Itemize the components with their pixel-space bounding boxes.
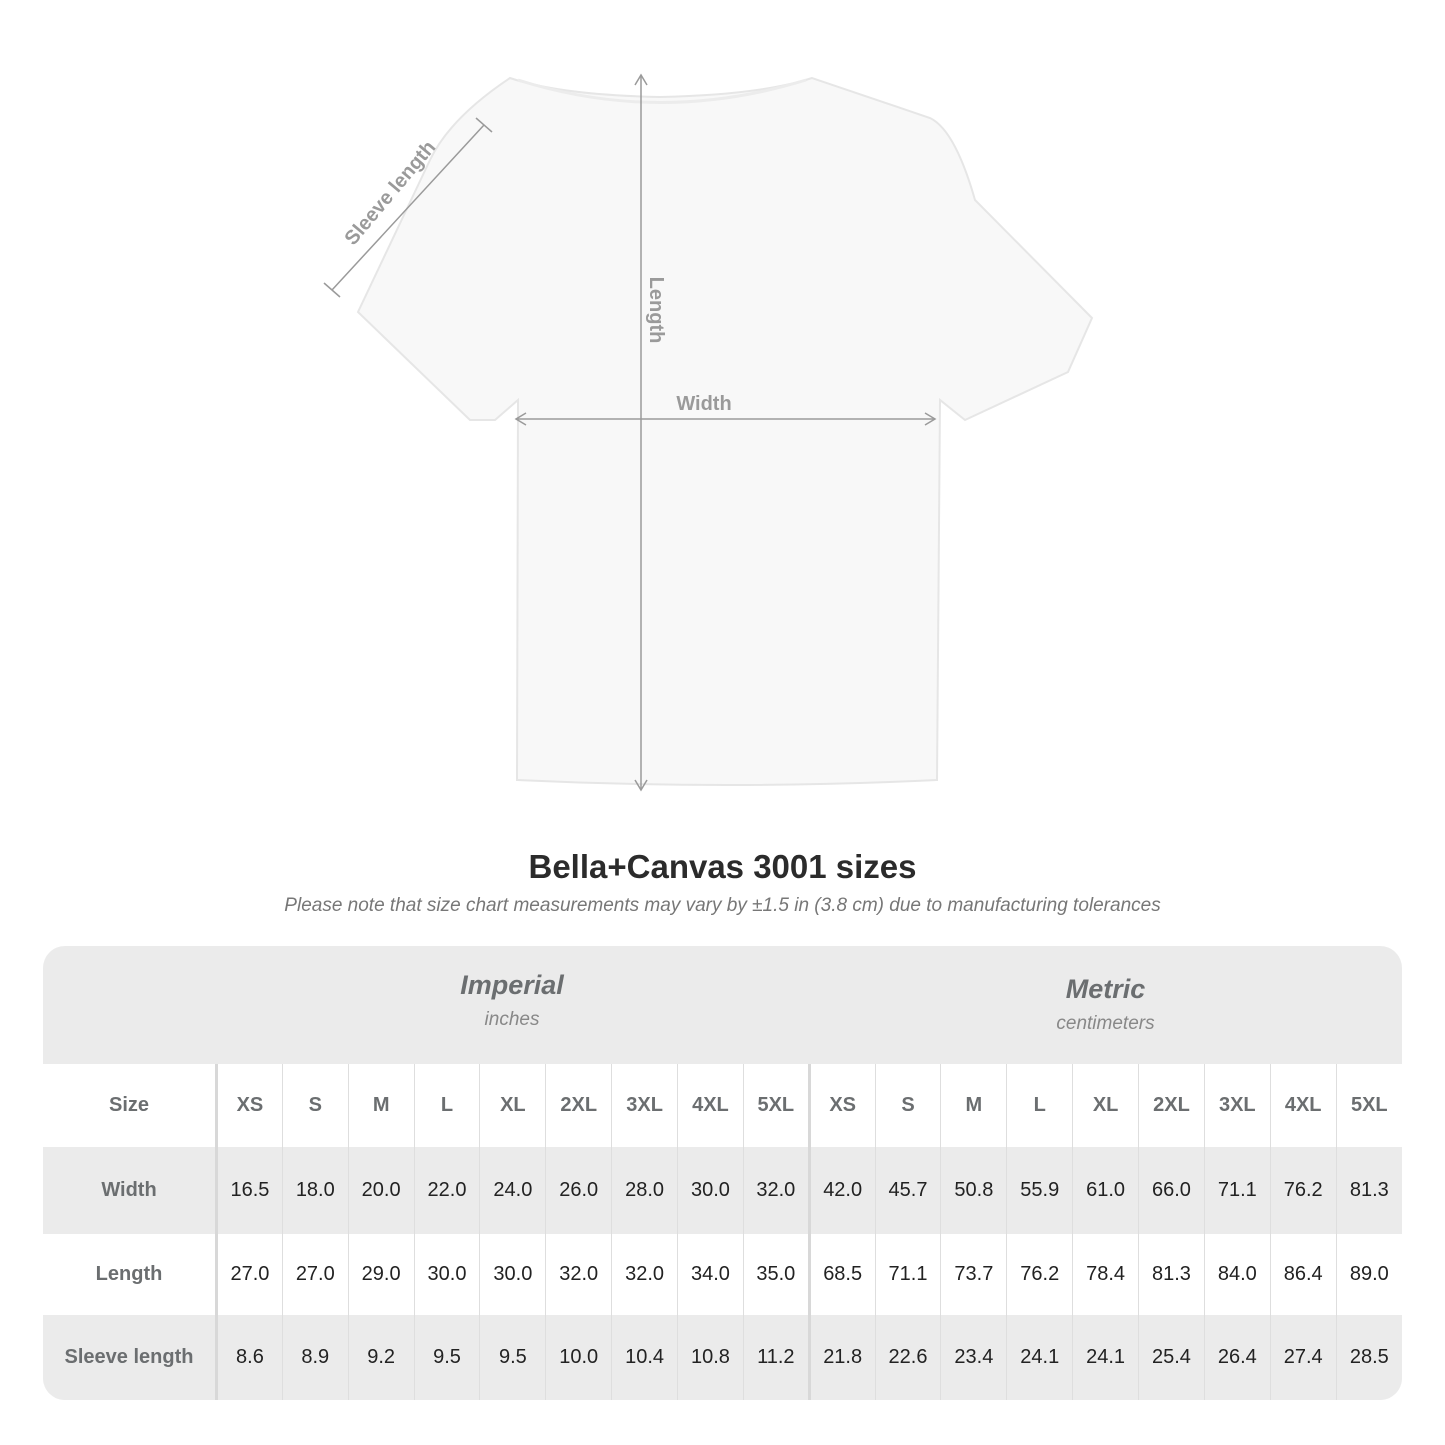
- cell-metric: 22.6: [874, 1315, 941, 1400]
- system-name: Metric: [1065, 974, 1146, 1004]
- system-unit: centimeters: [1056, 1013, 1155, 1034]
- table-row: Length 27.0 27.0 29.0 30.0 30.0 32.0 32.0 34.0 35…: [43, 1234, 1402, 1315]
- cell-imperial: 28.0: [611, 1147, 678, 1234]
- cell-metric: 55.9: [1006, 1147, 1073, 1234]
- cell-imperial: 30.0: [413, 1234, 480, 1315]
- cell-metric: 68.5: [807, 1234, 876, 1315]
- cell-imperial: 32.0: [611, 1234, 678, 1315]
- size-header-imperial: S: [281, 1064, 349, 1147]
- table-row: Sleeve length 8.6 8.9 9.2 9.5 9.5 10.0 10.4 10.8…: [43, 1315, 1402, 1400]
- cell-imperial: 8.6: [216, 1315, 283, 1400]
- cell-imperial: 29.0: [347, 1234, 415, 1315]
- size-header-imperial: 2XL: [545, 1064, 612, 1147]
- cell-imperial: 9.2: [347, 1315, 415, 1400]
- size-header-imperial: L: [413, 1064, 480, 1147]
- size-header-metric: 3XL: [1203, 1064, 1271, 1147]
- cell-metric: 66.0: [1138, 1147, 1205, 1234]
- size-chart: Imperial inches Metric centimeters Size X…: [43, 946, 1402, 1400]
- row-label: Length: [43, 1234, 218, 1315]
- metric-header: Metric centimeters: [809, 974, 1402, 1092]
- cell-imperial: 34.0: [677, 1234, 744, 1315]
- size-header-imperial: 4XL: [677, 1064, 744, 1147]
- page-title: Bella+Canvas 3001 sizes: [528, 848, 917, 885]
- cell-imperial: 11.2: [742, 1315, 810, 1400]
- cell-metric: 27.4: [1269, 1315, 1337, 1400]
- cell-imperial: 32.0: [545, 1234, 612, 1315]
- cell-metric: 21.8: [807, 1315, 876, 1400]
- size-header-imperial: M: [347, 1064, 415, 1147]
- cell-metric: 25.4: [1138, 1315, 1205, 1400]
- table-row: Width 16.5 18.0 20.0 22.0 24.0 26.0 28.0 30.0 32.…: [43, 1147, 1402, 1234]
- cell-metric: 24.1: [1006, 1315, 1073, 1400]
- length-label: Length: [645, 277, 667, 344]
- cell-imperial: 10.0: [545, 1315, 612, 1400]
- size-header-imperial: XS: [216, 1064, 283, 1147]
- size-header-imperial: XL: [479, 1064, 546, 1147]
- cell-metric: 81.3: [1138, 1234, 1205, 1315]
- cell-metric: 61.0: [1072, 1147, 1139, 1234]
- cell-imperial: 32.0: [742, 1147, 810, 1234]
- width-label: Width: [676, 393, 731, 415]
- tolerance-note: Please note that size chart measurements…: [284, 895, 1161, 916]
- cell-metric: 26.4: [1203, 1315, 1271, 1400]
- cell-metric: 73.7: [940, 1234, 1007, 1315]
- cell-metric: 81.3: [1335, 1147, 1402, 1234]
- cell-imperial: 35.0: [742, 1234, 810, 1315]
- header-row: Size XS S M L XL 2XL 3XL 4XL 5XL XS S M L XL 2XL 3XL 4XL 5…: [43, 1064, 1402, 1147]
- cell-metric: 76.2: [1269, 1147, 1337, 1234]
- cell-imperial: 27.0: [216, 1234, 283, 1315]
- imperial-header: Imperial inches: [215, 970, 809, 1088]
- cell-metric: 78.4: [1072, 1234, 1139, 1315]
- cell-metric: 42.0: [807, 1147, 876, 1234]
- size-header-metric: 5XL: [1335, 1064, 1402, 1147]
- cell-metric: 89.0: [1335, 1234, 1402, 1315]
- cell-imperial: 20.0: [347, 1147, 415, 1234]
- cell-imperial: 10.4: [611, 1315, 678, 1400]
- size-header-imperial: 5XL: [742, 1064, 810, 1147]
- cell-metric: 45.7: [874, 1147, 941, 1234]
- size-header-metric: M: [940, 1064, 1007, 1147]
- size-table: Size XS S M L XL 2XL 3XL 4XL 5XL XS S M L XL 2XL 3XL 4XL 5…: [43, 1064, 1402, 1400]
- system-unit: inches: [484, 1009, 540, 1030]
- cell-imperial: 22.0: [413, 1147, 480, 1234]
- cell-imperial: 18.0: [281, 1147, 349, 1234]
- size-header-metric: 2XL: [1138, 1064, 1205, 1147]
- size-header-metric: XS: [807, 1064, 876, 1147]
- cell-imperial: 24.0: [479, 1147, 546, 1234]
- cell-imperial: 8.9: [281, 1315, 349, 1400]
- row-label: Sleeve length: [43, 1315, 218, 1400]
- cell-metric: 23.4: [940, 1315, 1007, 1400]
- size-header-metric: 4XL: [1269, 1064, 1337, 1147]
- tshirt-shape: [356, 76, 1094, 786]
- cell-metric: 24.1: [1072, 1315, 1139, 1400]
- system-name: Imperial: [460, 970, 564, 1000]
- cell-imperial: 26.0: [545, 1147, 612, 1234]
- cell-metric: 28.5: [1335, 1315, 1402, 1400]
- size-label: Size: [43, 1064, 218, 1147]
- size-header-metric: XL: [1072, 1064, 1139, 1147]
- cell-metric: 84.0: [1203, 1234, 1271, 1315]
- cell-metric: 86.4: [1269, 1234, 1337, 1315]
- cell-imperial: 30.0: [677, 1147, 744, 1234]
- cell-metric: 71.1: [874, 1234, 941, 1315]
- cell-metric: 50.8: [940, 1147, 1007, 1234]
- cell-metric: 76.2: [1006, 1234, 1073, 1315]
- cell-imperial: 9.5: [413, 1315, 480, 1400]
- row-label: Width: [43, 1147, 218, 1234]
- size-header-metric: S: [874, 1064, 941, 1147]
- cell-imperial: 10.8: [677, 1315, 744, 1400]
- cell-metric: 71.1: [1203, 1147, 1271, 1234]
- cell-imperial: 9.5: [479, 1315, 546, 1400]
- tshirt-diagram: Sleeve length Length Width: [323, 73, 1094, 792]
- cell-imperial: 30.0: [479, 1234, 546, 1315]
- size-header-imperial: 3XL: [611, 1064, 678, 1147]
- size-header-metric: L: [1006, 1064, 1073, 1147]
- cell-imperial: 27.0: [281, 1234, 349, 1315]
- cell-imperial: 16.5: [216, 1147, 283, 1234]
